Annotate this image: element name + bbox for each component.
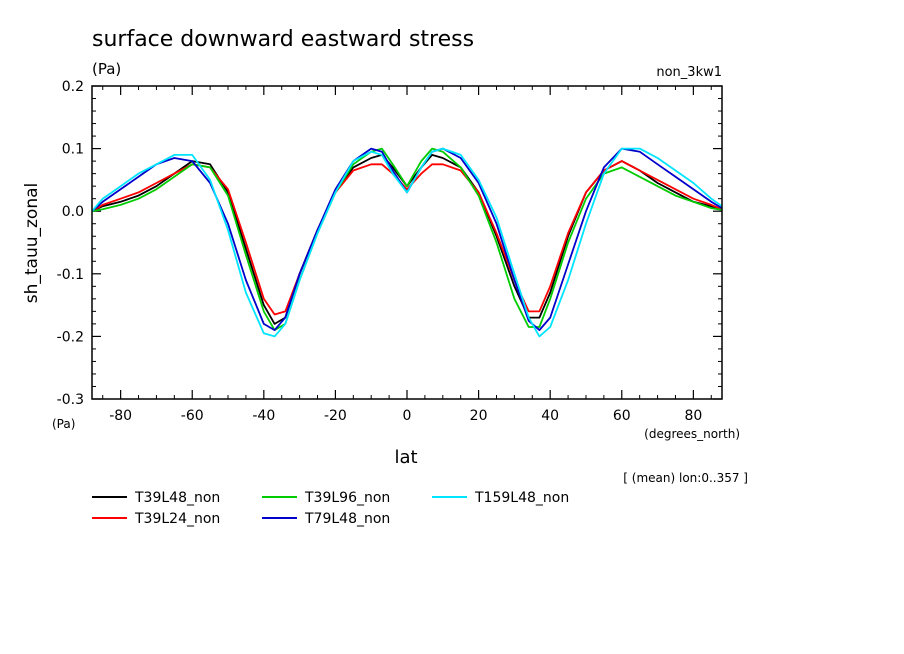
x-axis-ticks: -80 -60 -40 -20 0 20 40 60 80 xyxy=(109,86,702,424)
legend-label: T39L24_non xyxy=(134,511,220,527)
legend-label: T79L48_non xyxy=(304,511,390,527)
x-tick-label: 80 xyxy=(684,408,702,424)
x-tick-label: 0 xyxy=(403,408,412,424)
chart-units: (Pa) xyxy=(92,60,121,78)
x-axis-label: lat xyxy=(394,447,417,468)
y-tick-label: 0.2 xyxy=(62,79,84,95)
series-lines xyxy=(91,147,723,338)
series-line-T159L48_non xyxy=(91,147,723,338)
plot-frame xyxy=(91,85,723,400)
footnote: [ (mean) lon:0..357 ] xyxy=(623,471,748,485)
legend-label: T39L48_non xyxy=(134,490,220,506)
x-tick-label: 40 xyxy=(541,408,559,424)
x-tick-label: 60 xyxy=(613,408,631,424)
x-tick-label: -80 xyxy=(109,408,132,424)
y-tick-label: -0.1 xyxy=(57,267,84,283)
legend-label: T159L48_non xyxy=(474,490,569,506)
x-tick-label: 20 xyxy=(470,408,488,424)
x-tick-label: -40 xyxy=(252,408,275,424)
x-axis-units: (degrees_north) xyxy=(644,427,740,441)
y-tick-label: -0.2 xyxy=(57,329,84,345)
x-tick-label: -20 xyxy=(324,408,347,424)
legend-label: T39L96_non xyxy=(304,490,390,506)
y-tick-label: 0.0 xyxy=(62,204,84,220)
chart-title: surface downward eastward stress xyxy=(92,27,474,52)
run-label: non_3kw1 xyxy=(656,65,722,80)
x-tick-label: -60 xyxy=(181,408,204,424)
y-tick-label: -0.3 xyxy=(57,392,84,408)
legend: T39L48_non T39L96_non T159L48_non T39L24_no… xyxy=(92,490,569,527)
y-axis-units: (Pa) xyxy=(52,417,75,431)
y-axis-label: sh_tauu_zonal xyxy=(22,183,42,304)
y-tick-label: 0.1 xyxy=(62,142,84,158)
series-line-T39L96_non xyxy=(91,147,723,332)
